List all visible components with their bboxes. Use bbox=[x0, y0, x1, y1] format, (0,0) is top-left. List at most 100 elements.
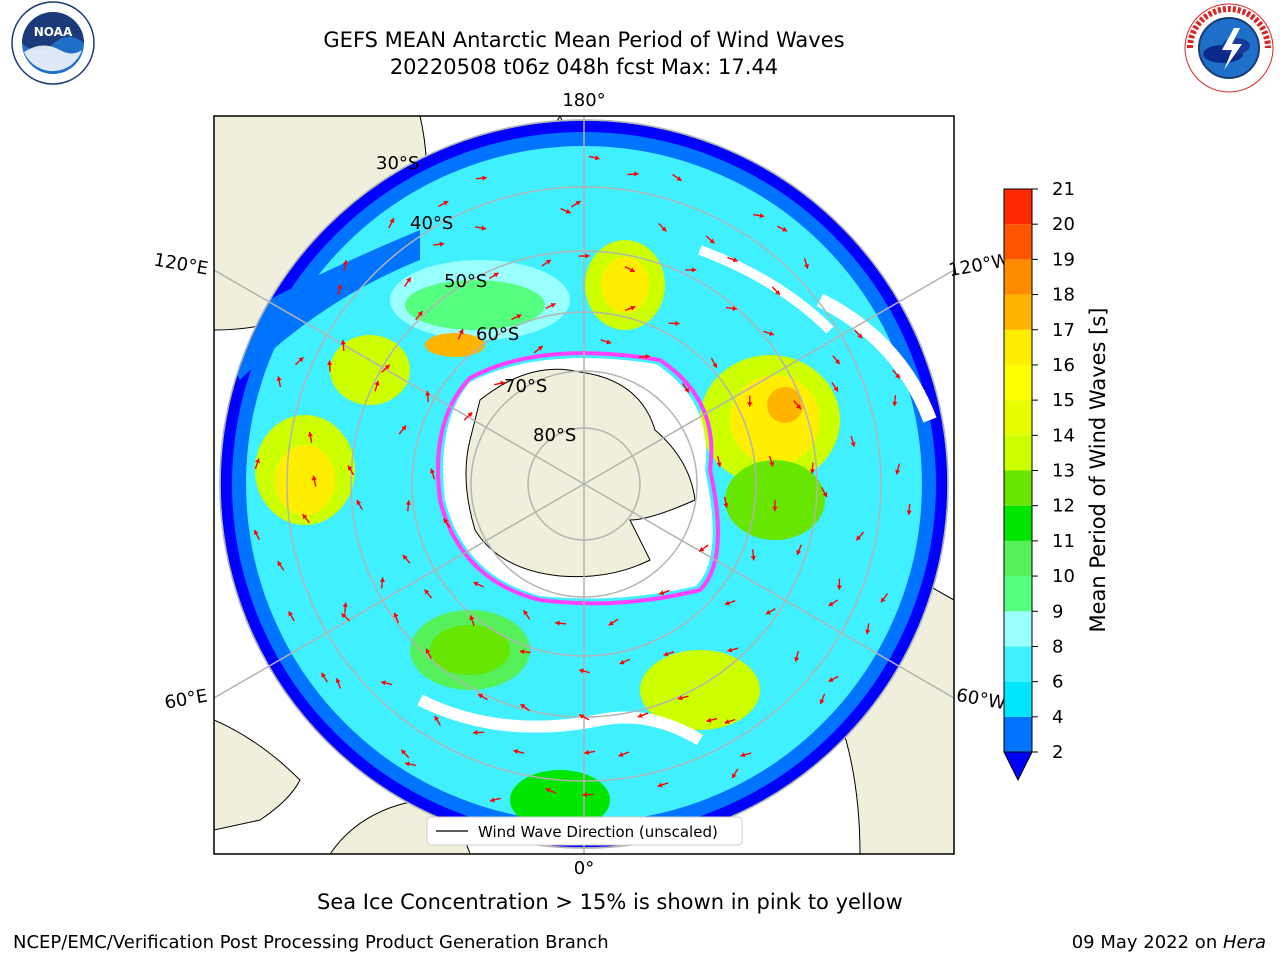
wave-direction-arrowhead bbox=[579, 668, 584, 674]
colorbar-bin bbox=[1004, 470, 1032, 506]
colorbar-bin bbox=[1004, 259, 1032, 295]
colorbar-bin bbox=[1004, 540, 1032, 577]
wave-direction-arrowhead bbox=[880, 597, 886, 603]
map-frame bbox=[213, 115, 955, 855]
wave-direction-arrowhead bbox=[706, 717, 712, 723]
wave-direction-arrowhead bbox=[335, 678, 341, 684]
wave-direction-arrowhead bbox=[828, 677, 834, 682]
wave-direction-arrowhead bbox=[327, 360, 333, 366]
wave-direction-arrowhead bbox=[619, 659, 625, 665]
wave-direction-arrowhead bbox=[425, 648, 431, 654]
wave-direction-arrowhead bbox=[443, 518, 449, 524]
wave-direction-arrowhead bbox=[833, 386, 839, 392]
wave-direction-arrowhead bbox=[712, 362, 717, 368]
lon-label-0: 0° bbox=[574, 858, 594, 879]
colorbar-tick-label: 21 bbox=[1052, 179, 1075, 200]
wave-direction-arrowhead bbox=[467, 412, 473, 418]
wave-direction-arrowhead bbox=[341, 613, 347, 619]
wave-direction-arrowhead bbox=[724, 719, 730, 725]
wave-direction-arrowhead bbox=[401, 749, 407, 755]
wave-direction-arrowhead bbox=[520, 704, 526, 709]
wave-direction-arrowhead bbox=[473, 729, 478, 736]
wave-direction-arrowhead bbox=[630, 305, 636, 311]
lon-label-120e: 120°E bbox=[152, 249, 210, 279]
lat-label-60s: 60°S bbox=[476, 324, 519, 345]
colorbar-tick-label: 6 bbox=[1052, 672, 1063, 693]
wave-direction-arrowhead bbox=[645, 354, 650, 360]
wave-direction-arrowhead bbox=[342, 602, 348, 608]
map-area: 30°S 40°S 50°S 60°S 70°S 80°S Wind Wave … bbox=[214, 116, 954, 854]
lon-label-60w: 60°W bbox=[955, 685, 1008, 714]
colorbar-tick-label: 20 bbox=[1052, 214, 1075, 235]
chart-subtitle: 20220508 t06z 048h fcst Max: 17.44 bbox=[389, 55, 779, 79]
wave-direction-arrowhead bbox=[606, 339, 612, 345]
wave-direction-arrowhead bbox=[684, 387, 689, 393]
wave-direction-arrowhead bbox=[255, 458, 260, 464]
wave-direction-arrowhead bbox=[699, 546, 705, 552]
wave-direction-arrowhead bbox=[819, 699, 825, 705]
wave-direction-arrowhead bbox=[288, 611, 294, 617]
wave-direction-arrowhead bbox=[384, 364, 390, 370]
wave-direction-arrowhead bbox=[585, 253, 590, 259]
wave-direction-arrowhead bbox=[458, 329, 464, 335]
wave-direction-arrowhead bbox=[513, 748, 519, 754]
wave-direction-arrowhead bbox=[545, 787, 551, 793]
wave-direction-arrowhead bbox=[276, 376, 282, 381]
wave-direction-arrowhead bbox=[489, 797, 495, 803]
wave-direction-arrowhead bbox=[769, 461, 775, 467]
wave-direction-arrowhead bbox=[337, 284, 343, 290]
wave-direction-arrowhead bbox=[537, 346, 543, 351]
wave-direction-arrowhead bbox=[709, 238, 715, 244]
colorbar-tick-label: 11 bbox=[1052, 531, 1075, 552]
colorbar-bin bbox=[1004, 611, 1032, 647]
wave-direction-arrowhead bbox=[443, 200, 449, 206]
wave-direction-arrowhead bbox=[895, 373, 900, 379]
wave-direction-arrowhead bbox=[565, 208, 571, 214]
colorbar-bin bbox=[1004, 646, 1032, 682]
wave-direction-arrowhead bbox=[724, 600, 730, 606]
wave-direction-arrowhead bbox=[555, 620, 560, 626]
wave-direction-arrowhead bbox=[740, 752, 746, 758]
wave-direction-arrowhead bbox=[906, 510, 912, 515]
colorbar-tick-label: 9 bbox=[1052, 601, 1063, 622]
lon-label-120w: 120°W bbox=[947, 250, 1011, 281]
wave-direction-arrowhead bbox=[747, 402, 753, 407]
wind-wave-arrows bbox=[253, 155, 912, 803]
wave-direction-arrowhead bbox=[584, 749, 590, 755]
wave-direction-arrowhead bbox=[765, 609, 771, 615]
wave-direction-arrowhead bbox=[857, 333, 863, 339]
colorbar-bin bbox=[1004, 505, 1032, 541]
colorbar-tick-label: 15 bbox=[1052, 390, 1075, 411]
wave-direction-arrowhead bbox=[425, 391, 431, 396]
wave-direction-arrowhead bbox=[417, 311, 423, 317]
wave-direction-arrowhead bbox=[347, 465, 353, 471]
wave-direction-arrowhead bbox=[732, 257, 738, 263]
wave-direction-arrowhead bbox=[804, 263, 809, 269]
wave-direction-arrowhead bbox=[676, 176, 682, 181]
wave-direction-arrowhead bbox=[769, 330, 774, 336]
lat-label-30s: 30°S bbox=[376, 153, 419, 174]
wave-direction-arrowhead bbox=[311, 475, 317, 481]
wave-direction-arrowhead bbox=[277, 561, 283, 567]
lat-label-70s: 70°S bbox=[504, 376, 547, 397]
footer-credit: NCEP/EMC/Verification Post Processing Pr… bbox=[13, 932, 609, 953]
colorbar-tick-label: 18 bbox=[1052, 285, 1075, 306]
wave-direction-arrowhead bbox=[796, 404, 801, 410]
lat-label-80s: 80°S bbox=[533, 425, 576, 446]
wave-direction-arrowhead bbox=[405, 761, 410, 767]
colorbar-bin bbox=[1004, 329, 1032, 365]
wave-direction-arrowhead bbox=[775, 289, 780, 295]
wave-direction-arrowhead bbox=[594, 155, 600, 161]
colorbar-bin bbox=[1004, 364, 1032, 401]
wave-direction-arrowhead bbox=[659, 590, 665, 596]
wave-direction-arrowhead bbox=[381, 680, 386, 686]
svg-text:NOAA: NOAA bbox=[34, 25, 73, 39]
colorbar-bin bbox=[1004, 576, 1032, 612]
wave-direction-arrowhead bbox=[401, 425, 407, 431]
footer-host: Hera bbox=[1222, 932, 1266, 953]
colorbar-bin bbox=[1004, 435, 1032, 471]
colorbar-tick-label: 16 bbox=[1052, 355, 1075, 376]
colorbar: 2 4 6 8 9 10 11 12 13 14 15 16 17 18 19 20 21 bbox=[1003, 179, 1075, 782]
wave-direction-arrowhead bbox=[716, 462, 722, 467]
wave-direction-arrowhead bbox=[608, 620, 614, 626]
